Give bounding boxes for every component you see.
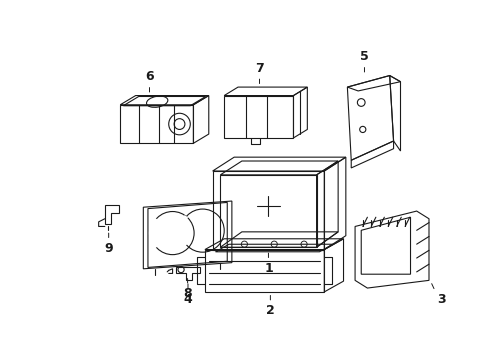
Text: 6: 6: [145, 70, 154, 83]
Text: 3: 3: [437, 293, 445, 306]
Text: 7: 7: [255, 62, 264, 75]
Text: 8: 8: [183, 287, 192, 300]
Text: 9: 9: [104, 242, 113, 255]
Text: 5: 5: [360, 50, 369, 63]
Text: 1: 1: [264, 262, 273, 275]
Text: 4: 4: [184, 293, 193, 306]
Text: 2: 2: [266, 304, 275, 317]
